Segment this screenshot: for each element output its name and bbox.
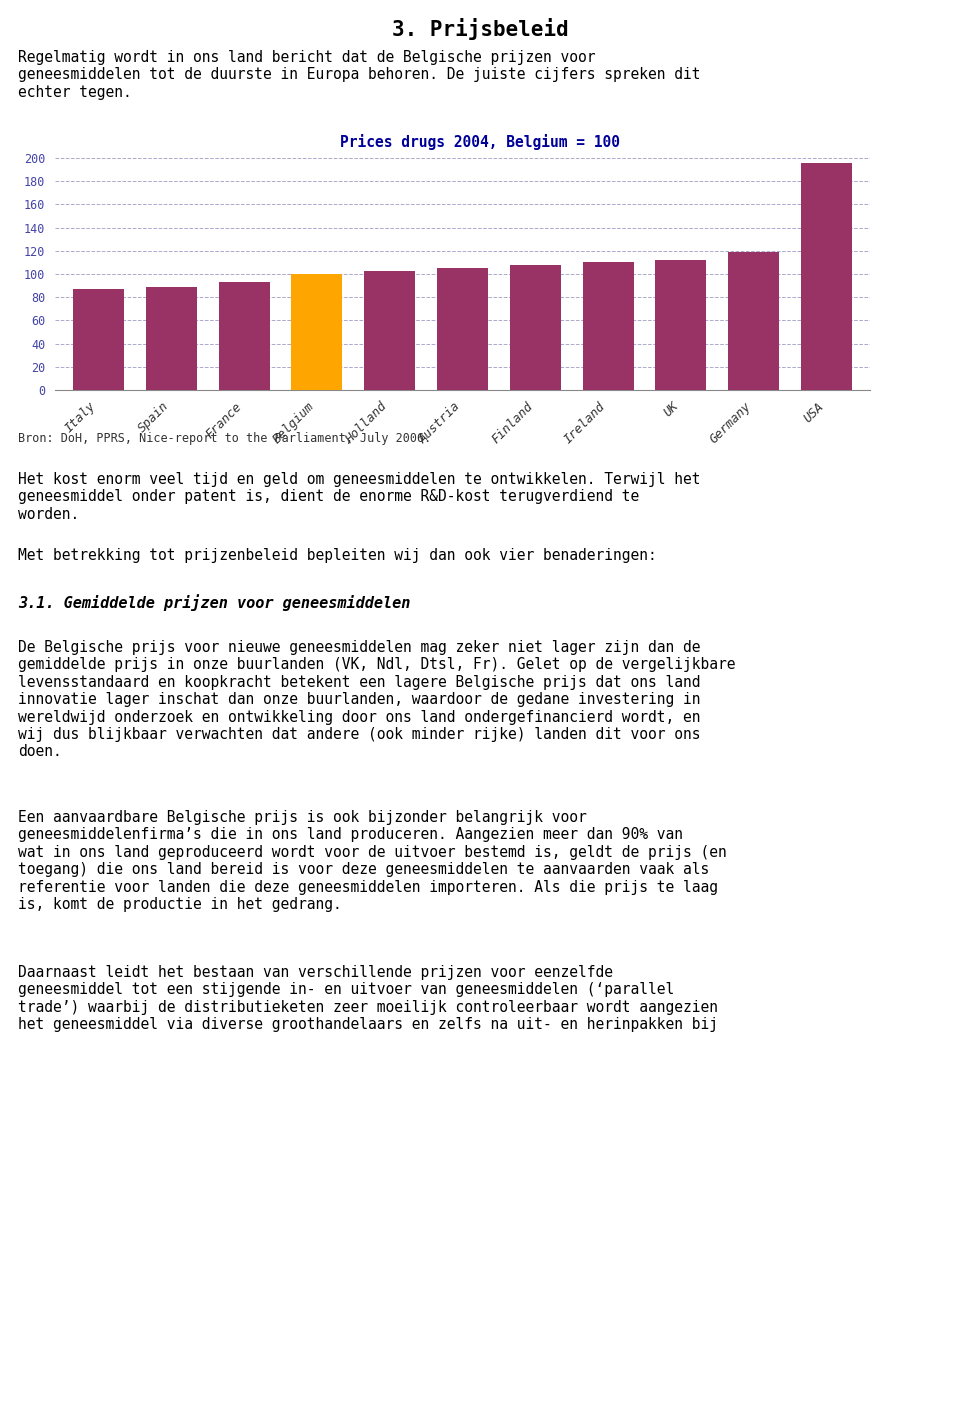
Text: Een aanvaardbare Belgische prijs is ook bijzonder belangrijk voor
geneesmiddelen: Een aanvaardbare Belgische prijs is ook … bbox=[18, 810, 727, 912]
Bar bbox=[292, 274, 343, 390]
Text: Met betrekking tot prijzenbeleid bepleiten wij dan ook vier benaderingen:: Met betrekking tot prijzenbeleid bepleit… bbox=[18, 548, 657, 563]
Bar bbox=[437, 268, 488, 390]
Bar bbox=[801, 163, 852, 390]
Bar bbox=[583, 263, 634, 390]
Text: Daarnaast leidt het bestaan van verschillende prijzen voor eenzelfde
geneesmidde: Daarnaast leidt het bestaan van verschil… bbox=[18, 965, 718, 1032]
Bar bbox=[219, 283, 270, 390]
Text: Regelmatig wordt in ons land bericht dat de Belgische prijzen voor
geneesmiddele: Regelmatig wordt in ons land bericht dat… bbox=[18, 50, 701, 100]
Bar bbox=[728, 251, 780, 390]
Text: Het kost enorm veel tijd en geld om geneesmiddelen te ontwikkelen. Terwijl het
g: Het kost enorm veel tijd en geld om gene… bbox=[18, 473, 701, 521]
Bar bbox=[656, 260, 707, 390]
Bar bbox=[146, 287, 197, 390]
Bar bbox=[510, 264, 561, 390]
Text: Prices drugs 2004, Belgium = 100: Prices drugs 2004, Belgium = 100 bbox=[340, 134, 620, 150]
Text: Bron: DoH, PPRS, Nice-report to the Parliament, July 2006.: Bron: DoH, PPRS, Nice-report to the Parl… bbox=[18, 433, 431, 446]
Text: 3. Prijsbeleid: 3. Prijsbeleid bbox=[392, 19, 568, 40]
Text: 3.1. Gemiddelde prijzen voor geneesmiddelen: 3.1. Gemiddelde prijzen voor geneesmidde… bbox=[18, 594, 410, 611]
Text: De Belgische prijs voor nieuwe geneesmiddelen mag zeker niet lager zijn dan de
g: De Belgische prijs voor nieuwe geneesmid… bbox=[18, 640, 735, 760]
Bar bbox=[364, 270, 416, 390]
Bar bbox=[73, 288, 124, 390]
